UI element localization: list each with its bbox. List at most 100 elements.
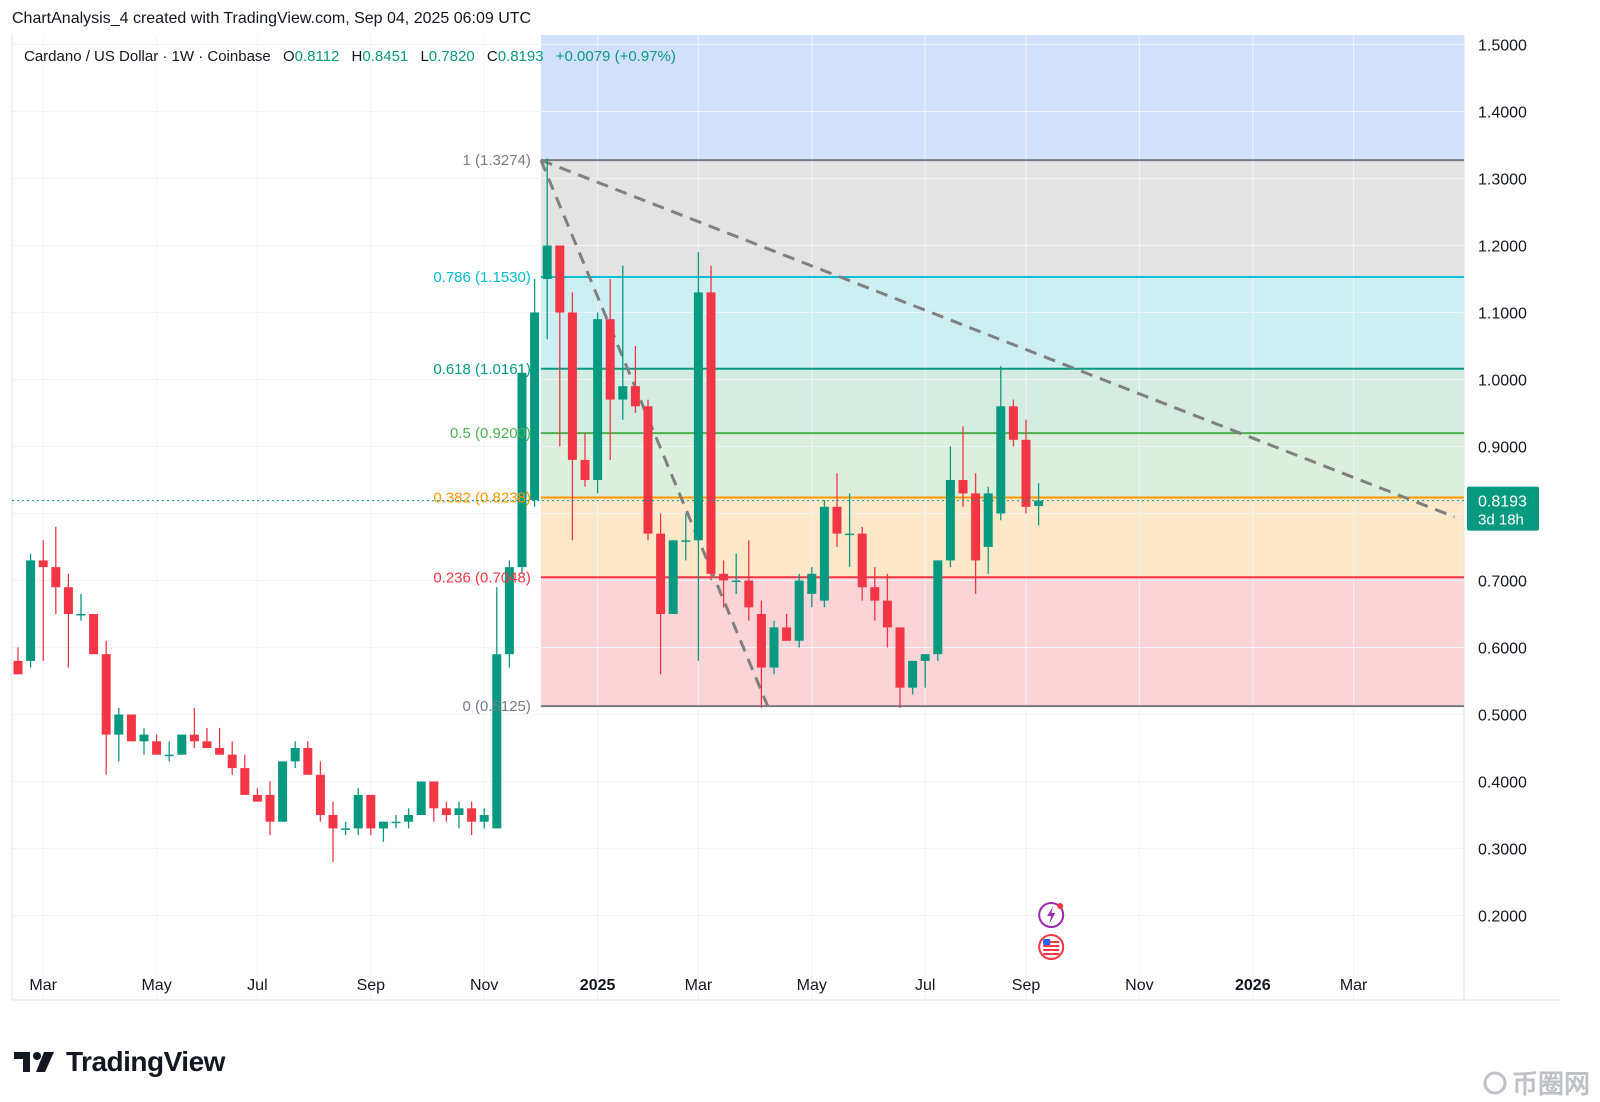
candle-down bbox=[152, 734, 162, 755]
candle-down bbox=[782, 614, 792, 641]
candle-up bbox=[983, 486, 993, 574]
candle-body bbox=[252, 794, 262, 802]
trendlines bbox=[539, 158, 1455, 707]
candle-body bbox=[227, 754, 237, 769]
candle-up bbox=[353, 788, 363, 836]
candle-up bbox=[845, 493, 855, 568]
candle-body bbox=[580, 459, 590, 480]
candle-down bbox=[719, 560, 729, 608]
price-axis: 1.5000 1.4000 1.3000 1.2000 1.1000 1.0000 0.90… bbox=[1478, 38, 1527, 926]
candle-body bbox=[240, 768, 250, 795]
candle-up bbox=[378, 821, 388, 842]
candle-body bbox=[391, 821, 401, 824]
candle-down bbox=[744, 540, 754, 621]
candle-up bbox=[517, 366, 527, 574]
candle-up bbox=[530, 279, 540, 507]
candle-down bbox=[303, 741, 313, 775]
fib-zone-0.236 bbox=[540, 577, 1464, 707]
fib-label-0.786: 0.786 (1.1530) bbox=[433, 269, 531, 286]
candle-down bbox=[882, 573, 892, 648]
candle-body bbox=[63, 587, 73, 614]
candle-down bbox=[567, 292, 577, 541]
candle-up bbox=[945, 446, 955, 568]
candle-up bbox=[618, 265, 628, 420]
candle-down bbox=[971, 473, 981, 594]
last-price-countdown: 3d 18h bbox=[1478, 512, 1524, 529]
candle-down bbox=[126, 714, 136, 742]
candle-body bbox=[744, 580, 754, 608]
candle-up bbox=[416, 781, 426, 815]
candle-body bbox=[51, 567, 61, 588]
price-tick-label: 1.3000 bbox=[1478, 172, 1527, 189]
symbol-legend: Cardano / US Dollar · 1W · Coinbase O0.8… bbox=[24, 48, 676, 65]
candle-down bbox=[315, 761, 325, 822]
candle-body bbox=[278, 761, 288, 822]
fib-label-1: 1 (1.3274) bbox=[463, 152, 531, 169]
earnings-bolt-icon bbox=[1038, 902, 1065, 928]
event-icons bbox=[1038, 902, 1065, 960]
chart-caption: ChartAnalysis_4 created with TradingView… bbox=[12, 10, 532, 27]
candle-body bbox=[530, 312, 540, 501]
candle-down bbox=[706, 265, 716, 581]
candle-body bbox=[668, 540, 678, 614]
candle-body bbox=[366, 794, 376, 829]
candle-body bbox=[1021, 439, 1031, 507]
fib-labels: 1 (1.3274) 0.786 (1.1530) 0.618 (1.0161) 0.… bbox=[433, 152, 531, 715]
candle-down bbox=[215, 727, 225, 755]
candle-body bbox=[152, 741, 162, 755]
candle-body bbox=[26, 560, 36, 661]
candle-up bbox=[492, 587, 502, 829]
candle-down bbox=[202, 727, 212, 748]
candle-body bbox=[202, 741, 212, 748]
candle-body bbox=[794, 580, 804, 641]
candle-body bbox=[882, 600, 892, 628]
candle-down bbox=[580, 433, 590, 487]
candle-body bbox=[353, 794, 363, 829]
high-label: H bbox=[351, 48, 363, 65]
candle-down bbox=[1021, 419, 1031, 514]
candle-body bbox=[895, 627, 905, 688]
candle-down bbox=[555, 245, 565, 447]
tradingview-logo-icon bbox=[14, 1052, 54, 1072]
flag-stripe bbox=[1043, 949, 1060, 951]
low-label: L bbox=[420, 48, 429, 65]
candle-body bbox=[769, 627, 779, 668]
price-tick-label: 1.4000 bbox=[1478, 105, 1527, 122]
candle-up bbox=[1034, 483, 1044, 526]
candle-down bbox=[240, 754, 250, 795]
time-tick-label: 2025 bbox=[580, 977, 616, 994]
candle-body bbox=[681, 540, 691, 542]
fib-label-0.382: 0.382 (0.8238) bbox=[433, 490, 531, 507]
flag-stripe bbox=[1043, 953, 1060, 955]
candle-body bbox=[719, 573, 729, 581]
candle-body bbox=[76, 614, 86, 616]
high-value: 0.8451 bbox=[362, 48, 409, 65]
candle-body bbox=[807, 573, 817, 594]
candle-body bbox=[706, 292, 716, 574]
candle-up bbox=[819, 500, 829, 608]
site-watermark: 币圈网 bbox=[1482, 1064, 1590, 1101]
fib-label-0.618: 0.618 (1.0161) bbox=[433, 361, 531, 378]
fib-label-0.236: 0.236 (0.7048) bbox=[433, 569, 531, 586]
candle-up bbox=[290, 741, 300, 769]
fib-label-0: 0 (0.5125) bbox=[463, 698, 531, 715]
candle-up bbox=[681, 513, 691, 561]
candle-up bbox=[139, 727, 149, 755]
candle-body bbox=[945, 480, 955, 561]
candle-body bbox=[492, 654, 502, 829]
candle-down bbox=[252, 788, 262, 802]
candle-down bbox=[63, 573, 73, 668]
candle-body bbox=[958, 480, 968, 494]
candle-up bbox=[731, 553, 741, 594]
change-value: +0.0079 (+0.97%) bbox=[555, 48, 676, 65]
candle-up bbox=[479, 808, 489, 829]
candle-down bbox=[857, 526, 867, 601]
flag-stripe bbox=[1043, 945, 1060, 947]
candle-up bbox=[769, 620, 779, 675]
fib-zone-0.786 bbox=[540, 276, 1464, 369]
time-tick-label: Mar bbox=[1340, 977, 1368, 994]
tradingview-logo[interactable]: TradingView bbox=[14, 1046, 225, 1078]
price-tick-label: 1.5000 bbox=[1478, 38, 1527, 55]
